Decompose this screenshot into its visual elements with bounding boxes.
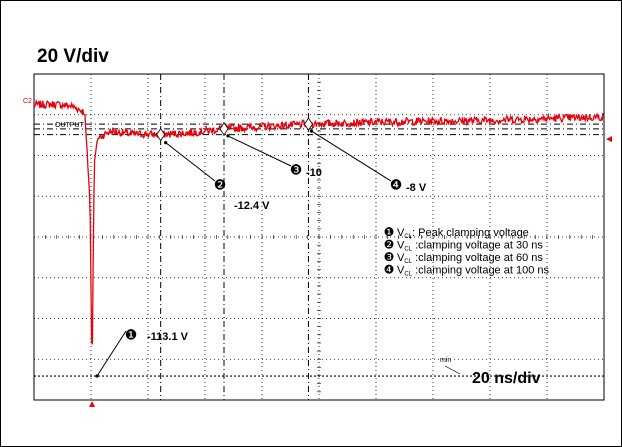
- legend-number: ❶: [384, 225, 395, 239]
- legend-subscript: CL: [404, 259, 412, 265]
- level-marker: [606, 136, 612, 143]
- legend-number: ❸: [384, 250, 395, 264]
- annotation-value: -8 V: [406, 182, 427, 194]
- annotation-leader: [96, 330, 127, 377]
- legend-symbol: V: [397, 252, 405, 264]
- annotation-leader: [227, 135, 292, 167]
- cursor-marker: [219, 122, 229, 136]
- annotation-value: -12.4 V: [234, 200, 270, 212]
- annotation-arrowhead: [164, 141, 168, 145]
- annotation-arrowhead: [226, 134, 230, 138]
- vertical-scale-label: 20 V/div: [37, 46, 109, 67]
- legend-subscript: CL: [404, 234, 412, 240]
- annotation-value: -10: [306, 167, 322, 179]
- annotation-number: ❷: [214, 177, 227, 193]
- legend-entry: VCL :clamping voltage at 100 ns: [397, 265, 549, 278]
- legend-entry: VCL: Peak clamping voltage: [397, 227, 529, 240]
- annotation-leader: [165, 142, 216, 182]
- cursor-marker: [156, 127, 166, 142]
- annotation-number: ❶: [125, 327, 138, 343]
- legend-entry: VCL :clamping voltage at 30 ns: [397, 240, 543, 253]
- legend-number: ❹: [384, 263, 395, 277]
- horizontal-scale-label: 20 ns/div: [472, 370, 541, 387]
- legend-symbol: V: [397, 240, 405, 252]
- legend-text: :clamping voltage at 30 ns: [412, 240, 543, 252]
- annotation-leader: [311, 130, 392, 182]
- trigger-marker: [89, 401, 96, 407]
- legend-symbol: V: [397, 265, 405, 277]
- legend-symbol: V: [397, 227, 405, 239]
- output-label: OUTPUT: [55, 122, 85, 129]
- channel-label: C2: [23, 98, 32, 105]
- legend-text: :clamping voltage at 100 ns: [412, 265, 549, 277]
- legend-entry: VCL :clamping voltage at 60 ns: [397, 252, 543, 265]
- annotation-number: ❹: [390, 177, 403, 193]
- legend-text: : Peak clamping voltage: [412, 227, 529, 239]
- annotation-number: ❸: [290, 162, 303, 178]
- series-line: [33, 98, 604, 345]
- annotation-arrowhead: [95, 374, 99, 378]
- min-label: min: [440, 357, 451, 364]
- cursor-marker: [303, 117, 313, 131]
- min-label-leader: [444, 365, 461, 375]
- legend-subscript: CL: [404, 247, 412, 253]
- annotation-value: -113.1 V: [147, 331, 189, 343]
- annotation-arrowhead: [309, 129, 314, 133]
- legend-subscript: CL: [404, 272, 412, 278]
- legend-text: :clamping voltage at 60 ns: [412, 252, 543, 264]
- legend-number: ❷: [384, 238, 395, 252]
